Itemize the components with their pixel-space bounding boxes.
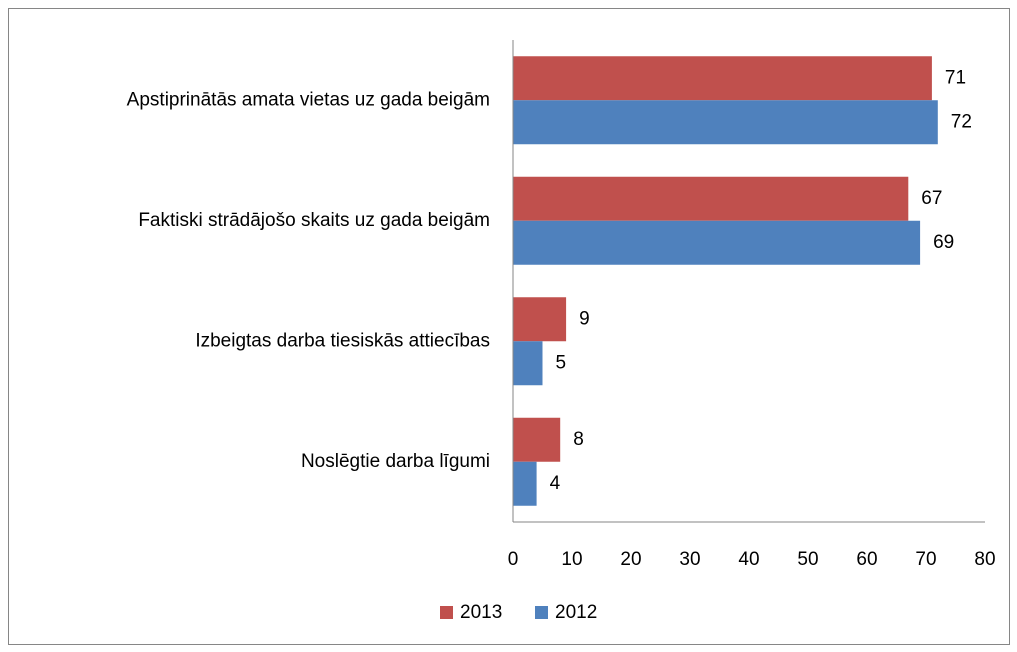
x-tick-label: 30 [679,549,700,570]
data-label: 5 [556,352,567,373]
bar [513,100,938,145]
bar [513,176,909,221]
bar [513,220,921,265]
y-tick-label: Izbeigtas darba tiesiskās attiecības [195,330,490,351]
x-tick-label: 10 [561,549,582,570]
data-label: 9 [579,308,590,329]
bar [513,56,932,101]
data-label: 71 [945,67,966,88]
data-label: 4 [550,473,561,494]
x-tick-label: 20 [620,549,641,570]
bar [513,297,567,342]
legend-swatch [440,606,453,619]
x-tick-label: 80 [974,549,995,570]
y-tick-label: Apstiprinātās amata vietas uz gada beigā… [127,89,490,110]
y-tick-label: Noslēgtie darba līgumi [301,451,490,472]
bar [513,341,543,386]
bar [513,417,561,462]
x-tick-label: 0 [508,549,519,570]
bar [513,461,537,506]
data-label: 8 [573,429,584,450]
legend-label: 2012 [555,602,597,623]
x-tick-label: 40 [738,549,759,570]
x-tick-label: 50 [797,549,818,570]
data-label: 72 [951,111,972,132]
legend-label: 2013 [460,602,502,623]
x-tick-label: 70 [915,549,936,570]
data-label: 67 [921,188,942,209]
y-tick-label: Faktiski strādājošo skaits uz gada beigā… [138,210,490,231]
data-label: 69 [933,232,954,253]
x-tick-label: 60 [856,549,877,570]
legend-swatch [535,606,548,619]
